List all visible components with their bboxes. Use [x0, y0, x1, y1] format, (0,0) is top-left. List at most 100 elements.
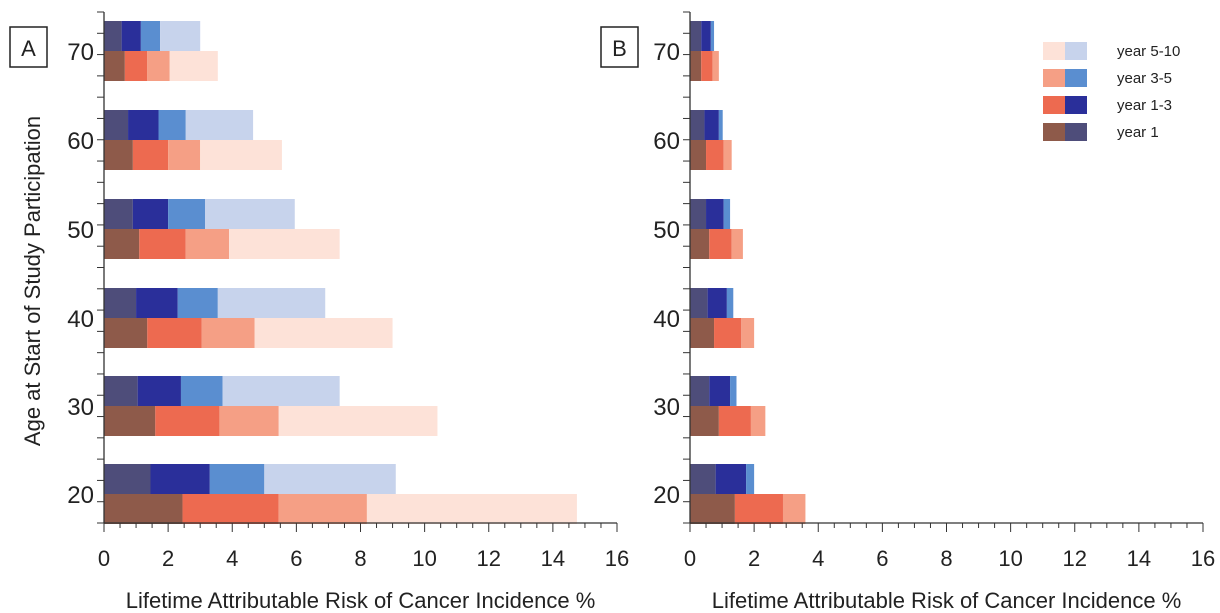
bar-age70-upper-year1-3	[121, 21, 141, 51]
x-tick-label: 6	[290, 546, 302, 571]
bar-age60-lower-year5-10	[200, 140, 282, 170]
x-tick-label: 2	[748, 546, 760, 571]
bar-age70-lower-year3-5	[712, 51, 719, 81]
bar-age60-upper-year5-10	[185, 110, 254, 140]
bar-age20-lower-year5-10	[366, 494, 577, 524]
bar-age60-upper-year1	[104, 110, 129, 140]
bar-age40-lower-year1	[690, 318, 715, 348]
legend-swatch-female	[1043, 69, 1065, 87]
bar-age70-upper-year1	[690, 21, 702, 51]
bar-age40-lower-year3-5	[741, 318, 755, 348]
bar-age70-upper-year1	[104, 21, 122, 51]
bar-age30-lower-year3-5	[750, 406, 766, 436]
bar-age30-lower-year1-3	[718, 406, 751, 436]
legend-swatch-male	[1065, 69, 1087, 87]
x-tick-label: 6	[876, 546, 888, 571]
bar-age40-lower-year1-3	[714, 318, 742, 348]
legend-swatch-female	[1043, 96, 1065, 114]
y-tick-label: 70	[653, 39, 680, 66]
bar-age20-lower-year3-5	[782, 494, 806, 524]
bar-age40-upper-year3-5	[726, 288, 734, 318]
bar-age20-upper-year3-5	[746, 464, 755, 494]
bar-age50-upper-year1	[690, 199, 707, 229]
panel-label-box	[9, 26, 48, 68]
bar-age50-upper-year3-5	[168, 199, 205, 229]
y-tick-label: 60	[67, 128, 94, 155]
bar-age30-upper-year3-5	[730, 376, 737, 406]
x-tick-label: 10	[998, 546, 1022, 571]
y-tick-label: 20	[653, 482, 680, 509]
bar-age70-lower-year3-5	[147, 51, 170, 81]
x-tick-label: 16	[605, 546, 629, 571]
bar-age60-upper-year1-3	[128, 110, 159, 140]
panel-label: B	[612, 36, 627, 61]
y-tick-label: 40	[653, 306, 680, 333]
bar-age70-upper-year3-5	[710, 21, 715, 51]
bar-age30-lower-year1-3	[155, 406, 220, 436]
bar-age20-upper-year3-5	[209, 464, 265, 494]
bar-age60-upper-year1	[690, 110, 705, 140]
bar-age30-upper-year1-3	[137, 376, 181, 406]
legend-label: year 1	[1117, 124, 1159, 141]
x-tick-label: 14	[541, 546, 565, 571]
y-tick-label: 50	[653, 217, 680, 244]
panel-a: 0 2 4 6 8 10 12 14 16 70 60 50 40 30 20 Lifetime Attrib…	[9, 11, 629, 613]
bar-age60-upper-year3-5	[718, 110, 723, 140]
legend-label: year 5-10	[1117, 43, 1180, 60]
bar-age40-upper-year3-5	[177, 288, 218, 318]
bar-age70-upper-year1-3	[701, 21, 711, 51]
bar-age60-lower-year1	[104, 140, 133, 170]
y-tick-label: 30	[653, 394, 680, 421]
bar-age70-lower-year1-3	[701, 51, 713, 81]
legend-swatch-male	[1065, 96, 1087, 114]
x-tick-label: 4	[226, 546, 238, 571]
legend-swatch-female	[1043, 123, 1065, 141]
bar-age20-lower-year1	[690, 494, 735, 524]
bar-age30-upper-year5-10	[222, 376, 340, 406]
x-tick-label: 10	[412, 546, 436, 571]
legend-swatch-male	[1065, 42, 1087, 60]
bar-age70-lower-year5-10	[169, 51, 218, 81]
bar-age70-upper-year3-5	[140, 21, 161, 51]
x-tick-label: 8	[354, 546, 366, 571]
bar-age20-upper-year1	[690, 464, 716, 494]
panel-label-box	[600, 26, 639, 68]
bar-age70-upper-year5-10	[160, 21, 201, 51]
bar-age20-lower-year1-3	[182, 494, 279, 524]
bar-age30-upper-year1-3	[709, 376, 731, 406]
bar-age50-lower-year1-3	[139, 229, 186, 259]
bar-age40-lower-year1-3	[147, 318, 202, 348]
bar-age40-upper-year1	[690, 288, 708, 318]
bar-age70-lower-year1	[690, 51, 702, 81]
x-tick-label: 2	[162, 546, 174, 571]
y-tick-label: 60	[653, 128, 680, 155]
bar-age50-lower-year3-5	[185, 229, 230, 259]
legend-label: year 1-3	[1117, 97, 1172, 114]
x-tick-label: 14	[1127, 546, 1151, 571]
panel-b: 0 2 4 6 8 10 12 14 16 70 60 50 40 30 20 Lifetime Attrib…	[600, 11, 1215, 613]
bar-age60-lower-year1-3	[132, 140, 169, 170]
y-tick-label: 20	[67, 482, 94, 509]
y-tick-label: 40	[67, 306, 94, 333]
x-axis-title: Lifetime Attributable Risk of Cancer Inc…	[126, 588, 596, 613]
bar-age70-lower-year1-3	[124, 51, 148, 81]
bar-age30-lower-year1	[104, 406, 156, 436]
bar-age20-upper-year5-10	[264, 464, 396, 494]
bar-age40-upper-year1-3	[707, 288, 727, 318]
bar-age20-lower-year1	[104, 494, 183, 524]
legend-swatch-male	[1065, 123, 1087, 141]
bar-age60-upper-year3-5	[158, 110, 186, 140]
legend-label: year 3-5	[1117, 70, 1172, 87]
bar-age60-lower-year3-5	[168, 140, 201, 170]
bar-age30-lower-year5-10	[278, 406, 438, 436]
bar-age60-lower-year1	[690, 140, 707, 170]
x-axis-title: Lifetime Attributable Risk of Cancer Inc…	[712, 588, 1182, 613]
legend: year 5-10 year 3-5 year 1-3 year 1	[1043, 42, 1180, 141]
bar-age60-lower-year1-3	[706, 140, 724, 170]
y-tick-label: 30	[67, 394, 94, 421]
bar-age60-lower-year3-5	[723, 140, 732, 170]
bar-age30-lower-year1	[690, 406, 719, 436]
bar-age50-upper-year1-3	[132, 199, 169, 229]
bar-age30-lower-year3-5	[219, 406, 279, 436]
